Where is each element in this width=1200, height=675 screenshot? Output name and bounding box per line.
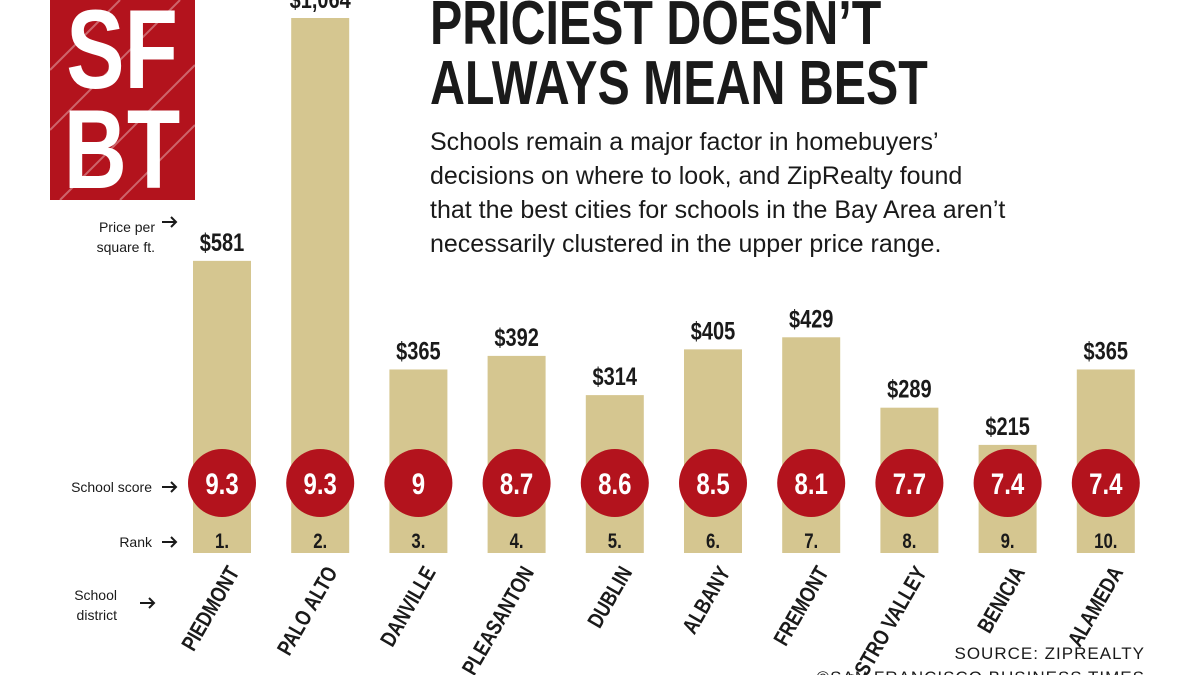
value-label: $314 [593, 363, 638, 391]
row-label: district [77, 607, 118, 623]
chart-title: PRICIEST DOESN’T [430, 0, 881, 57]
score-circle [973, 449, 1042, 517]
district-label: PALO ALTO [273, 563, 343, 660]
district-label: ALBANY [678, 563, 736, 639]
score-circle [875, 449, 944, 517]
district-label: CASTRO VALLEY [838, 563, 933, 675]
rank-label: 1. [215, 530, 229, 553]
score-circle [188, 449, 256, 517]
row-arrows [140, 216, 178, 609]
row-label: School [74, 587, 117, 603]
score-label: 9 [412, 466, 425, 500]
chart-title: ALWAYS MEAN BEST [430, 48, 928, 117]
district-label: DANVILLE [376, 563, 441, 651]
score-circle [482, 449, 551, 517]
logo-box [50, 0, 195, 200]
row-label: School score [71, 479, 152, 495]
subtitle: necessarily clustered in the upper price… [430, 230, 941, 258]
district-label: PIEDMONT [177, 563, 244, 656]
score-circle [580, 449, 649, 517]
rank-label: 7. [804, 530, 818, 553]
score-label: 7.7 [893, 466, 926, 500]
row-label: Rank [119, 534, 153, 550]
source: SOURCE: ZIPREALTY [955, 644, 1146, 663]
district-label: FREMONT [769, 563, 834, 650]
score-circle [777, 449, 846, 517]
score-circle [1071, 449, 1140, 517]
rank-label: 2. [313, 530, 327, 553]
value-label: $289 [887, 376, 931, 404]
score-label: 9.3 [304, 466, 337, 500]
logo-text: BT [64, 88, 180, 213]
logo-text: SF [66, 0, 178, 113]
value-label: $581 [200, 229, 244, 257]
rank-label: 9. [1001, 530, 1015, 553]
score-circle [679, 449, 747, 517]
rank-label: 10. [1094, 530, 1117, 553]
row-label: Price per [99, 219, 155, 235]
score-circle [384, 449, 453, 517]
rank-label: 4. [510, 530, 524, 553]
value-label: $392 [494, 324, 538, 352]
rank-label: 3. [411, 530, 425, 553]
value-label: $429 [789, 305, 833, 333]
subtitle: Schools remain a major factor in homebuy… [430, 128, 939, 156]
value-label: $365 [1084, 337, 1128, 365]
source: ©SAN FRANCISCO BUSINESS TIMES [817, 668, 1145, 675]
logo-stripes [49, 0, 196, 201]
subtitle: decisions on where to look, and ZipRealt… [430, 162, 962, 190]
score-label: 7.4 [1089, 466, 1122, 500]
score-label: 8.1 [795, 466, 828, 500]
score-label: 8.5 [696, 466, 729, 500]
rank-label: 5. [608, 530, 622, 553]
district-label: ALAMEDA [1064, 563, 1129, 651]
value-label: $1,064 [290, 0, 352, 14]
district-label: DUBLIN [583, 563, 637, 633]
rank-label: 6. [706, 530, 720, 553]
score-label: 8.7 [500, 466, 533, 500]
value-label: $365 [396, 337, 440, 365]
score-circle [286, 449, 355, 517]
row-label: square ft. [97, 239, 155, 255]
subtitle: that the best cities for schools in the … [430, 196, 1005, 224]
value-label: $215 [985, 413, 1029, 441]
rank-label: 8. [902, 530, 916, 553]
value-label: $405 [691, 317, 735, 345]
score-label: 7.4 [991, 466, 1024, 500]
district-label: PLEASANTON [458, 563, 539, 675]
bar [782, 337, 841, 553]
district-label: BENICIA [973, 563, 1030, 638]
score-label: 9.3 [205, 466, 238, 500]
score-label: 8.6 [598, 466, 631, 500]
